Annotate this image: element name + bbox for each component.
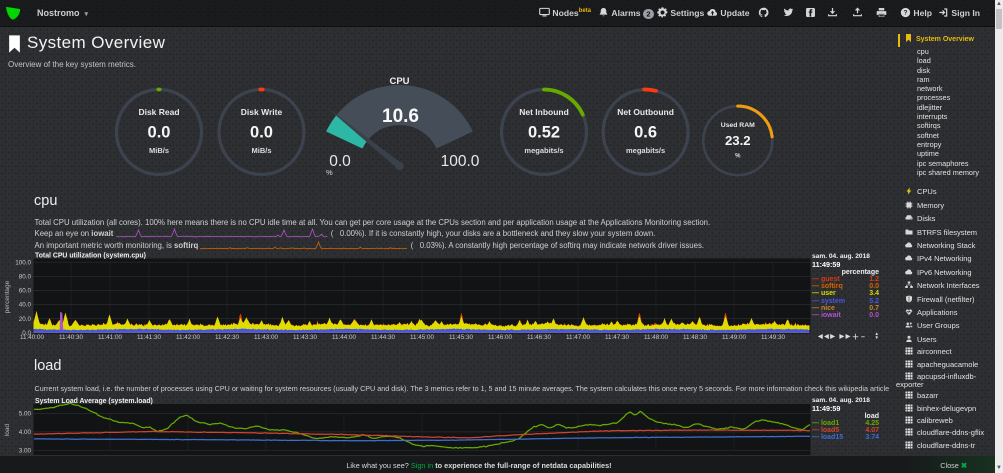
svg-text:Disk Read: Disk Read <box>138 107 179 117</box>
svg-text:%: % <box>735 153 741 159</box>
svg-text:11:44:30: 11:44:30 <box>371 334 396 341</box>
svg-text:0.0: 0.0 <box>22 330 31 337</box>
svg-text:80.0: 80.0 <box>19 274 32 281</box>
svg-text:10.6: 10.6 <box>382 106 419 127</box>
svg-text:11:46:30: 11:46:30 <box>527 334 552 341</box>
svg-text:?: ? <box>904 10 908 17</box>
svg-text:Disk Write: Disk Write <box>241 107 283 117</box>
svg-text:System Load Average (system.lo: System Load Average (system.load) <box>35 398 153 405</box>
svg-text:100.0: 100.0 <box>441 153 480 170</box>
svg-text:megabits/s: megabits/s <box>626 146 665 155</box>
svg-text:Used RAM: Used RAM <box>721 122 755 129</box>
svg-text:0.6: 0.6 <box>634 124 657 142</box>
svg-text:0.0: 0.0 <box>250 124 273 142</box>
svg-text:11:41:30: 11:41:30 <box>137 334 162 341</box>
svg-text:11:43:30: 11:43:30 <box>293 334 318 341</box>
svg-text:MiB/s: MiB/s <box>149 146 169 155</box>
svg-text:11:46:00: 11:46:00 <box>488 334 513 341</box>
svg-text:11:49:00: 11:49:00 <box>722 334 747 341</box>
svg-text:CPU: CPU <box>389 76 409 87</box>
svg-text:0.52: 0.52 <box>528 124 560 142</box>
svg-text:percentage: percentage <box>4 280 11 313</box>
svg-text:11:40:00: 11:40:00 <box>20 334 45 341</box>
svg-text:60.0: 60.0 <box>19 288 32 295</box>
svg-text:11:44:00: 11:44:00 <box>332 334 357 341</box>
svg-text:load: load <box>4 423 11 436</box>
svg-text:11:47:30: 11:47:30 <box>605 334 630 341</box>
svg-text:megabits/s: megabits/s <box>524 146 563 155</box>
svg-text:23.2: 23.2 <box>725 133 751 148</box>
svg-text:11:41:00: 11:41:00 <box>98 334 123 341</box>
svg-text:Total CPU utilization (system.: Total CPU utilization (system.cpu) <box>35 253 146 260</box>
svg-text:0.0: 0.0 <box>329 153 351 170</box>
svg-text:MiB/s: MiB/s <box>251 146 271 155</box>
svg-text:11:49:30: 11:49:30 <box>761 334 786 341</box>
svg-text:%: % <box>326 168 333 177</box>
svg-text:11:42:30: 11:42:30 <box>215 334 240 341</box>
svg-text:20.0: 20.0 <box>19 316 32 323</box>
svg-text:Net Outbound: Net Outbound <box>617 107 674 117</box>
svg-text:11:45:30: 11:45:30 <box>449 334 474 341</box>
svg-text:Net Inbound: Net Inbound <box>519 107 569 117</box>
svg-text:11:40:30: 11:40:30 <box>59 334 84 341</box>
svg-text:100.0: 100.0 <box>15 259 31 266</box>
svg-text:3.00: 3.00 <box>19 448 32 455</box>
svg-text:11:42:00: 11:42:00 <box>176 334 201 341</box>
svg-text:4.00: 4.00 <box>19 429 32 436</box>
svg-text:0.0: 0.0 <box>148 124 171 142</box>
svg-text:11:48:30: 11:48:30 <box>683 334 708 341</box>
svg-text:11:45:00: 11:45:00 <box>410 334 435 341</box>
svg-text:11:47:00: 11:47:00 <box>566 334 591 341</box>
svg-text:5.00: 5.00 <box>19 411 32 418</box>
svg-text:11:48:00: 11:48:00 <box>644 334 669 341</box>
svg-text:40.0: 40.0 <box>19 302 32 309</box>
svg-text:11:43:00: 11:43:00 <box>254 334 279 341</box>
